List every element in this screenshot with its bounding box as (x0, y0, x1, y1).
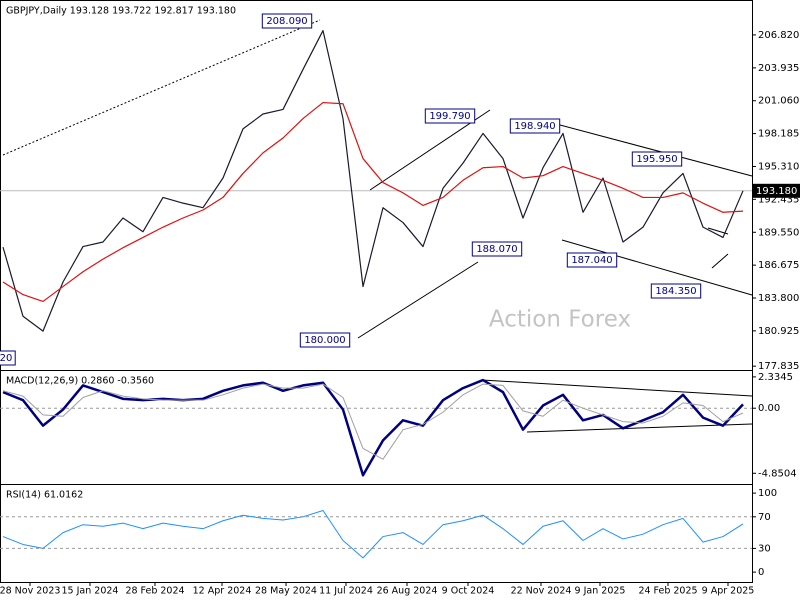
series-line (2, 383, 744, 460)
annotation-label: 199.790 (429, 111, 470, 122)
annotation-box (631, 151, 683, 167)
y-tick-label: 192.435 (758, 194, 799, 205)
panel-title: MACD(12,26,9) 0.2860 -0.3560 (6, 376, 154, 387)
channel-line (357, 261, 479, 339)
x-tick-label: 28 Nov 2023 (0, 586, 60, 597)
trend-line (2, 19, 321, 156)
x-tick-label: 24 Feb 2025 (638, 586, 697, 597)
y-tick-label: 100 (758, 488, 777, 499)
annotation-box (509, 118, 561, 134)
annotation-box (0, 350, 16, 366)
channel-line (559, 124, 753, 177)
annotation-box (424, 108, 476, 124)
series-line (2, 509, 744, 559)
y-tick-label: 189.550 (758, 227, 799, 238)
y-tick-label: 180.925 (758, 326, 799, 337)
panel-title: GBPJPY,Daily 193.128 193.722 192.817 193… (6, 6, 236, 17)
y-tick-label: 201.060 (758, 96, 799, 107)
series-line (2, 29, 744, 332)
flag-line (711, 253, 729, 269)
annotation-label: 188.070 (476, 244, 517, 255)
y-tick-label: 0.00 (758, 403, 780, 414)
series-line (2, 101, 744, 303)
annotation-box (299, 332, 351, 348)
y-tick-label: 183.800 (758, 293, 799, 304)
current-price-label: 193.180 (756, 186, 797, 197)
annotation-label: 198.940 (514, 121, 555, 132)
panel-title: RSI(14) 61.0162 (6, 490, 83, 501)
y-tick-label: -4.8504 (758, 468, 797, 479)
annotation-box (471, 241, 523, 257)
current-price-box (752, 183, 800, 198)
y-tick-label: 186.675 (758, 260, 799, 271)
x-tick-label: 28 Feb 2024 (125, 586, 184, 597)
y-tick-label: 70 (758, 512, 771, 523)
annotation-box (650, 283, 702, 299)
annotation-label: 184.350 (655, 286, 696, 297)
y-tick-label: 0 (758, 567, 764, 578)
x-tick-label: 26 Aug 2024 (377, 586, 438, 597)
x-tick-label: 9 Jan 2025 (575, 586, 626, 597)
annotation-label: 20 (0, 353, 12, 364)
x-tick-label: 12 Apr 2024 (193, 586, 252, 597)
x-tick-label: 9 Apr 2025 (702, 586, 755, 597)
annotation-box (261, 13, 313, 29)
y-tick-label: 2.3345 (758, 372, 793, 383)
x-tick-label: 28 May 2024 (255, 586, 317, 597)
y-tick-label: 203.935 (758, 63, 799, 74)
annotation-label: 208.090 (266, 16, 307, 27)
plot-frame (0, 0, 753, 583)
annotation-label: 195.950 (636, 154, 677, 165)
channel-line (561, 239, 753, 296)
y-tick-label: 195.310 (758, 161, 799, 172)
y-tick-label: 198.185 (758, 129, 799, 140)
macd-trend-line (481, 379, 753, 397)
watermark: Action Forex (489, 307, 631, 333)
annotation-label: 180.000 (304, 335, 345, 346)
x-tick-label: 22 Nov 2024 (511, 586, 572, 597)
x-tick-label: 15 Jan 2024 (62, 586, 119, 597)
macd-trend-line (526, 423, 753, 433)
y-tick-label: 177.835 (758, 361, 799, 372)
y-tick-label: 30 (758, 543, 771, 554)
y-tick-label: 206.820 (758, 30, 799, 41)
annotation-box (566, 252, 618, 268)
x-tick-label: 9 Oct 2024 (442, 586, 495, 597)
annotation-label: 187.040 (571, 255, 612, 266)
x-tick-label: 11 Jul 2024 (319, 586, 373, 597)
series-line (2, 378, 744, 477)
